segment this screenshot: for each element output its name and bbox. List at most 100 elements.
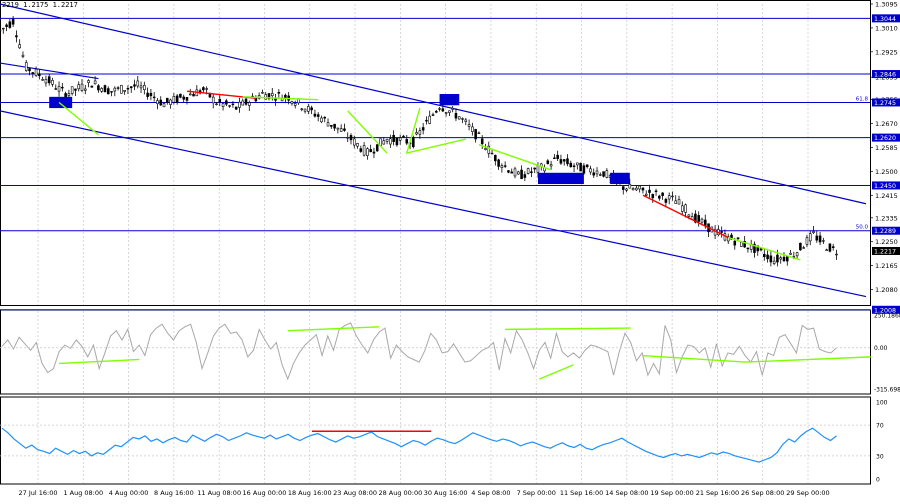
candle-body	[585, 164, 589, 168]
cci-panel-frame	[0, 309, 871, 395]
candle-body	[743, 241, 746, 248]
candle-body	[795, 252, 799, 257]
candle-body	[625, 188, 628, 191]
candle-body	[149, 92, 153, 97]
candle-body	[152, 96, 156, 99]
candle-body	[681, 205, 684, 212]
candle-body	[523, 174, 527, 178]
x-tick-label: 11 Sep 16:00	[560, 489, 603, 497]
candle-body	[510, 171, 514, 174]
x-tick-label: 1 Aug 08:00	[63, 489, 103, 497]
price-divergence-line	[478, 143, 552, 171]
x-tick-label: 26 Sep 08:00	[741, 489, 784, 497]
candle-body	[415, 132, 418, 135]
candle-body	[238, 101, 241, 108]
candle-body	[654, 190, 658, 193]
candle-body	[595, 170, 599, 175]
rsi-line	[1, 427, 837, 463]
candle-body	[369, 149, 372, 153]
candle-body	[231, 103, 235, 106]
candle-body	[8, 21, 12, 28]
candle-body	[234, 106, 238, 110]
candle-body	[644, 193, 648, 196]
y-tick-label: 1.2165	[875, 262, 898, 270]
candle-body	[47, 76, 51, 84]
candle-body	[684, 204, 687, 213]
candle-body	[15, 35, 18, 38]
candle-body	[395, 137, 399, 146]
candle-body	[828, 243, 832, 252]
price-divergence-line	[642, 194, 729, 239]
candle-body	[110, 91, 113, 93]
candle-body	[467, 124, 471, 127]
candle-body	[38, 73, 41, 77]
candle-body	[398, 137, 402, 141]
candle-body	[720, 231, 723, 233]
candle-body	[503, 165, 507, 167]
x-tick-label: 14 Sep 08:00	[605, 489, 648, 497]
candle-body	[300, 108, 304, 110]
candle-body	[402, 135, 405, 138]
candle-body	[202, 87, 205, 91]
y-tick-label: 1.2415	[875, 192, 898, 200]
candle-body	[303, 108, 307, 112]
candle-body	[831, 246, 835, 248]
candle-body	[179, 93, 182, 98]
rsi-tick-label: 30	[876, 453, 884, 460]
candle-body	[129, 86, 133, 89]
candle-body	[638, 185, 641, 190]
y-tick-label: 1.2925	[875, 48, 898, 56]
candle-body	[182, 96, 185, 100]
candle-body	[270, 93, 274, 97]
candle-body	[562, 159, 566, 162]
candle-body	[589, 168, 592, 173]
candle-body	[461, 118, 464, 120]
highlight-box	[537, 172, 584, 185]
highlight-box	[610, 172, 630, 185]
candle-body	[779, 257, 782, 260]
price-divergence-line	[405, 107, 466, 155]
candle-body	[592, 172, 596, 176]
candle-body	[572, 165, 576, 167]
candle-body	[264, 94, 267, 100]
candle-body	[67, 93, 71, 96]
y-tick-label: 1.2080	[875, 286, 898, 294]
candle-body	[113, 87, 117, 92]
candle-body	[438, 108, 441, 110]
candle-body	[156, 100, 159, 105]
level-label: 1.3044	[874, 16, 896, 23]
rsi-tick-label: 0	[876, 477, 880, 484]
level-label: 1.2450	[874, 183, 896, 190]
candle-body	[323, 116, 327, 119]
candle-body	[825, 249, 828, 251]
candle-body	[192, 93, 195, 97]
candle-body	[658, 195, 661, 199]
fib-label: 50.0	[856, 225, 869, 231]
candle-body	[320, 117, 323, 123]
candle-body	[513, 168, 517, 177]
candle-body	[162, 103, 166, 108]
channel-line	[0, 62, 99, 80]
candle-body	[18, 44, 21, 49]
level-label-bg	[872, 98, 900, 107]
candle-body	[733, 240, 737, 246]
candle-body	[392, 135, 395, 142]
candle-body	[41, 79, 44, 81]
candle-body	[526, 168, 530, 174]
candle-body	[549, 164, 553, 167]
candle-body	[635, 187, 638, 191]
candle-body	[536, 165, 540, 173]
candle-body	[487, 145, 491, 154]
candle-body	[441, 108, 445, 112]
highlight-box	[49, 96, 73, 109]
candle-body	[671, 195, 674, 198]
level-label: 1.2008	[874, 307, 896, 314]
channel-line	[0, 110, 867, 298]
candle-body	[185, 97, 189, 101]
y-tick-label: 1.2585	[875, 144, 898, 152]
candle-body	[500, 165, 504, 168]
candle-body	[687, 214, 691, 217]
candle-body	[31, 72, 35, 74]
candle-body	[126, 87, 130, 90]
